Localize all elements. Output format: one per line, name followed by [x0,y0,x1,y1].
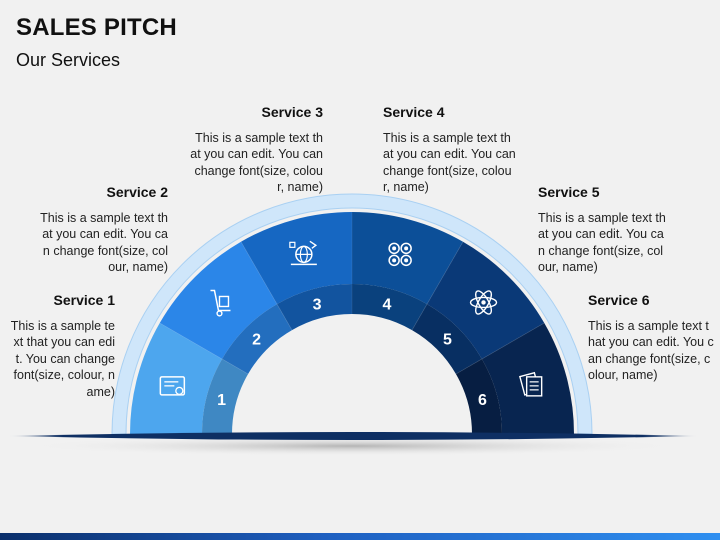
connected-circles-icon [388,242,412,267]
hand-truck-icon [210,289,231,317]
service-5-segment [427,241,545,359]
certificate-icon [159,376,186,396]
service-1-segment [130,323,223,434]
service-2-block: Service 2 This is a sample text that you… [40,184,168,276]
service-2-inner-band [222,304,292,374]
service-5-number: 5 [443,332,452,349]
service-4-text: This is a sample text that you can edit.… [383,130,516,195]
base-shadow [22,436,682,456]
page-title: SALES PITCH [16,14,177,41]
service-5-title: Service 5 [538,184,600,200]
service-5-text: This is a sample text that you can edit.… [538,210,666,275]
service-5-block: Service 5 This is a sample text that you… [538,184,668,276]
service-6-block: Service 6 This is a sample text that you… [588,292,714,384]
service-1-number: 1 [217,392,226,409]
page-subtitle: Our Services [16,50,121,70]
segment-divider [411,241,464,331]
service-6-inner-band [455,359,502,434]
service-3-text: This is a sample text that you can edit.… [190,130,323,195]
service-1-text: This is a sample text that you can edit.… [10,318,115,399]
global-logistics-icon [289,240,318,266]
service-1-block: Service 1 This is a sample text that you… [10,292,115,401]
service-1-inner-band [202,359,249,434]
service-3-number: 3 [313,297,322,314]
service-2-segment [159,241,277,359]
service-3-title: Service 3 [261,104,324,120]
service-5-inner-band [412,304,482,374]
service-3-block: Service 3 This is a sample text that you… [190,104,323,196]
service-4-segment [352,212,463,305]
service-4-block: Service 4 This is a sample text that you… [383,104,516,196]
service-6-text: This is a sample text that you can edit.… [588,318,714,383]
atom-icon [469,290,498,315]
service-2-number: 2 [252,332,261,349]
service-6-number: 6 [478,392,487,409]
documents-icon [519,371,543,397]
segment-divider [159,322,249,375]
service-4-title: Service 4 [383,104,445,120]
service-2-title: Service 2 [106,184,169,200]
base-platform [8,432,698,440]
segment-divider [240,241,293,331]
service-2-text: This is a sample text that you can edit.… [40,210,168,275]
service-4-number: 4 [382,297,391,314]
service-1-title: Service 1 [53,292,116,308]
bottom-accent-bar [0,533,720,540]
segment-divider [455,322,545,375]
service-3-inner-band [277,284,352,331]
service-6-title: Service 6 [588,292,650,308]
service-4-inner-band [352,284,427,331]
